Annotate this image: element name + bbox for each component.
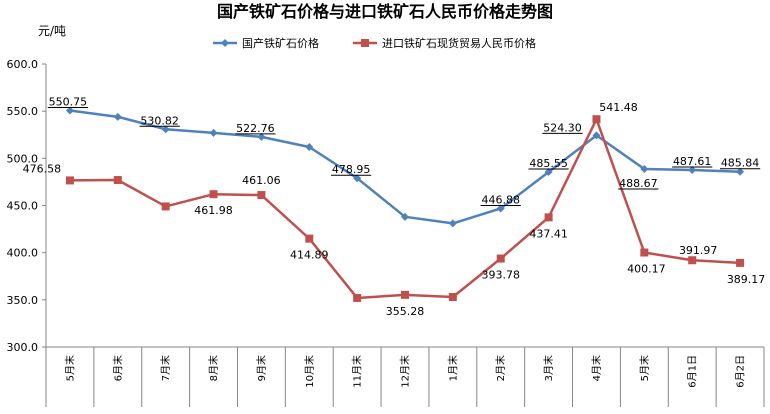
x-tick-label: 6月1日: [687, 355, 699, 388]
data-label: 393.78: [481, 269, 520, 282]
data-labels: 550.75 530.82 522.76 478.95 446.88 485.55 524.…: [23, 95, 766, 317]
legend-label: 进口铁矿石现货贸易人民币价格: [382, 36, 536, 50]
data-point: [640, 165, 649, 174]
data-point: [305, 234, 314, 243]
x-tick-label: 6月2日: [735, 355, 747, 388]
data-label: 522.76: [236, 122, 275, 135]
x-tick-label: 5月末: [63, 355, 76, 381]
data-point: [688, 166, 697, 175]
x-tick-label: 3月末: [542, 355, 555, 381]
data-point: [496, 204, 505, 213]
data-point: [448, 293, 457, 302]
legend-marker: [221, 39, 229, 47]
y-tick-label: 400.0: [7, 247, 39, 260]
data-label: 414.89: [290, 249, 329, 262]
data-point: [496, 254, 505, 263]
series-domestic: [65, 106, 745, 228]
data-point: [257, 132, 266, 141]
data-point: [688, 256, 697, 265]
x-tick-label: 6月末: [111, 355, 124, 381]
data-label: 487.61: [673, 155, 712, 168]
data-point: [401, 212, 409, 221]
data-point: [353, 174, 362, 183]
x-tick-label: 7月末: [159, 355, 172, 381]
legend: 国产铁矿石价格 进口铁矿石现货贸易人民币价格: [213, 36, 536, 50]
x-tick-label: 5月末: [638, 355, 651, 381]
axes: 300.0 350.0 400.0 450.0 500.0 550.0 600.0 5月末 6月…: [7, 58, 765, 407]
y-tick-label: 600.0: [7, 58, 39, 71]
data-point: [736, 258, 745, 267]
data-label: 400.17: [627, 263, 666, 276]
x-tick-label: 10月末: [303, 355, 316, 388]
chart-title: 国产铁矿石价格与进口铁矿石人民币价格走势图: [217, 2, 553, 21]
data-label: 476.58: [23, 162, 62, 175]
data-label: 488.67: [619, 177, 658, 190]
x-tick-label: 1月末: [446, 355, 459, 381]
data-label: 478.95: [332, 163, 371, 176]
data-label: 355.28: [386, 305, 425, 318]
data-point: [353, 293, 362, 302]
data-point: [161, 125, 170, 134]
data-label: 391.97: [679, 244, 718, 257]
data-label: 530.82: [140, 114, 179, 127]
data-point: [257, 191, 266, 200]
data-point: [448, 219, 457, 228]
x-tick-label: 9月末: [255, 355, 268, 381]
data-point: [161, 202, 170, 211]
data-point: [592, 131, 601, 140]
x-tick-label: 11月末: [351, 355, 364, 388]
data-label: 437.41: [529, 227, 568, 240]
y-tick-label: 300.0: [7, 341, 39, 354]
y-tick-label: 450.0: [7, 200, 39, 213]
series-imported: [65, 115, 745, 302]
data-point: [113, 176, 122, 185]
data-label: 550.75: [49, 95, 88, 108]
legend-marker: [361, 39, 369, 47]
data-point: [209, 128, 218, 137]
y-tick-label: 550.0: [7, 105, 39, 118]
data-point: [65, 176, 74, 185]
data-point: [305, 143, 314, 152]
x-tick-label: 8月末: [207, 355, 220, 381]
data-point: [65, 106, 74, 115]
data-label: 446.88: [481, 193, 520, 206]
data-point: [736, 167, 745, 176]
data-label: 541.48: [599, 101, 638, 114]
data-point: [209, 190, 218, 199]
data-point: [544, 213, 553, 222]
data-point: [401, 290, 409, 299]
data-label: 389.17: [727, 273, 766, 286]
data-label: 461.06: [242, 174, 281, 187]
series-layer: [65, 106, 745, 302]
data-label: 485.55: [529, 157, 568, 170]
data-point: [113, 112, 122, 121]
data-point: [544, 167, 553, 176]
data-label: 485.84: [721, 157, 760, 170]
x-tick-label: 4月末: [590, 355, 603, 381]
x-tick-label: 12月末: [399, 355, 412, 388]
y-tick-label: 350.0: [7, 294, 39, 307]
data-point: [640, 248, 649, 257]
y-axis-unit: 元/吨: [38, 24, 66, 38]
data-point: [592, 115, 601, 124]
y-tick-label: 500.0: [7, 152, 39, 165]
data-label: 461.98: [194, 204, 233, 217]
data-label: 524.30: [543, 121, 582, 134]
x-tick-label: 2月末: [494, 355, 507, 381]
legend-label: 国产铁矿石价格: [242, 36, 319, 50]
